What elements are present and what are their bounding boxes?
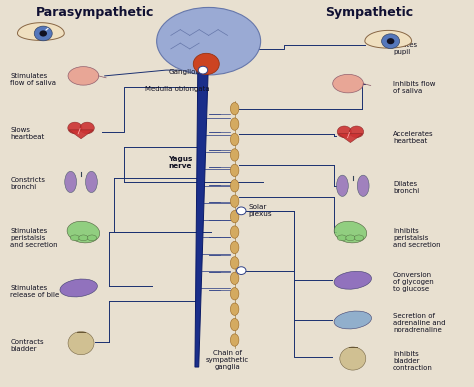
Ellipse shape [230,134,239,146]
Ellipse shape [156,7,261,75]
Text: Solar
plexus: Solar plexus [249,204,273,217]
Text: Stimulates
flow of saliva: Stimulates flow of saliva [10,73,56,86]
Ellipse shape [337,175,348,196]
Circle shape [387,38,394,44]
Ellipse shape [79,235,88,241]
Ellipse shape [357,175,369,196]
PathPatch shape [195,70,208,367]
Ellipse shape [230,226,239,238]
Text: Contracts
bladder: Contracts bladder [10,339,44,352]
Text: Stimulates
peristalsis
and secretion: Stimulates peristalsis and secretion [10,228,58,248]
Polygon shape [18,23,64,40]
Text: Slows
heartbeat: Slows heartbeat [10,127,45,140]
Text: Dilates
bronchi: Dilates bronchi [393,181,419,194]
Ellipse shape [334,311,372,329]
Ellipse shape [230,272,239,284]
Ellipse shape [230,241,239,253]
Text: Dilates
pupil: Dilates pupil [393,43,417,55]
Polygon shape [338,134,363,142]
Ellipse shape [230,303,239,315]
Text: Medulla oblongata: Medulla oblongata [145,86,210,92]
Text: Parasympathetic: Parasympathetic [36,7,155,19]
Text: Sympathetic: Sympathetic [325,7,413,19]
Ellipse shape [230,118,239,130]
Text: Conversion
of glycogen
to glucose: Conversion of glycogen to glucose [393,272,434,292]
Ellipse shape [230,334,239,346]
Ellipse shape [346,235,355,241]
Polygon shape [365,31,411,48]
Ellipse shape [68,332,94,354]
Ellipse shape [334,271,372,289]
Text: Yagus
nerve: Yagus nerve [168,156,193,169]
Text: Inhibits
peristalsis
and secretion: Inhibits peristalsis and secretion [393,228,441,248]
Circle shape [80,122,94,134]
Ellipse shape [340,347,366,370]
Ellipse shape [193,53,219,75]
Ellipse shape [85,171,97,193]
Circle shape [237,267,246,274]
Ellipse shape [87,235,97,241]
Text: Ganglion: Ganglion [168,69,201,75]
Ellipse shape [230,180,239,192]
Text: Constricts
bronchi: Constricts bronchi [10,177,45,190]
Ellipse shape [60,279,97,297]
Text: Stimulates
release of bile: Stimulates release of bile [10,285,59,298]
Ellipse shape [230,149,239,161]
Circle shape [198,66,208,74]
Circle shape [349,126,364,138]
Circle shape [237,207,246,215]
Ellipse shape [230,103,239,115]
Text: Chain of
sympathetic
ganglia: Chain of sympathetic ganglia [206,350,249,370]
Ellipse shape [334,221,367,243]
Ellipse shape [230,211,239,223]
Circle shape [382,34,400,48]
Ellipse shape [230,164,239,176]
Text: Inhibits
bladder
contraction: Inhibits bladder contraction [393,351,433,371]
Ellipse shape [337,235,346,241]
Ellipse shape [68,67,99,85]
Ellipse shape [70,235,80,241]
Circle shape [39,31,47,36]
Ellipse shape [230,288,239,300]
Ellipse shape [230,195,239,207]
Ellipse shape [230,319,239,331]
Ellipse shape [65,171,76,193]
Ellipse shape [230,257,239,269]
Ellipse shape [67,221,100,243]
Circle shape [337,126,351,138]
Circle shape [34,26,52,41]
Ellipse shape [333,74,364,93]
Polygon shape [69,130,93,139]
Text: Secretion of
adrenaline and
noradrenaline: Secretion of adrenaline and noradrenalin… [393,313,446,333]
Ellipse shape [354,235,364,241]
Circle shape [68,122,82,134]
Text: Inhibits flow
of saliva: Inhibits flow of saliva [393,81,436,94]
Text: Accelerates
heartbeat: Accelerates heartbeat [393,131,434,144]
